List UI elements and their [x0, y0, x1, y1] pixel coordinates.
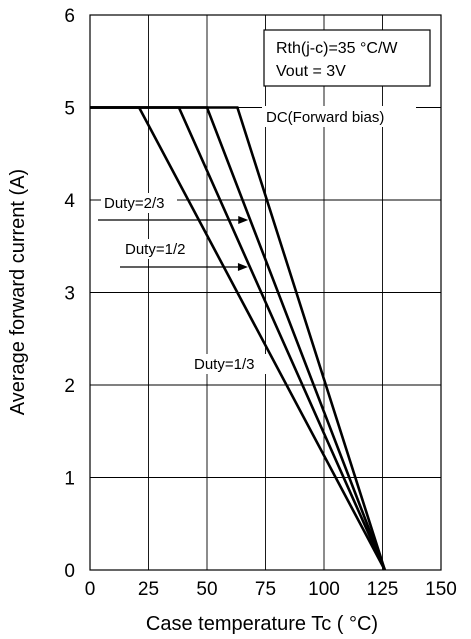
y-tick-label: 0 — [64, 561, 75, 582]
label-duty-1-3: Duty=1/3 — [194, 356, 254, 373]
x-tick-label: 25 — [138, 579, 159, 600]
x-axis-label: Case temperature Tc ( °C) — [146, 613, 378, 635]
grid — [90, 15, 441, 570]
x-tick-label: 0 — [85, 579, 96, 600]
y-axis-label: Average forward current (A) — [7, 169, 29, 415]
y-tick-label: 4 — [64, 191, 75, 212]
x-tick-label: 100 — [308, 579, 340, 600]
series-duty-1-3 — [90, 106, 386, 571]
tick-labels: 0 25 50 75 100 125 150 0 1 2 3 4 5 6 — [64, 6, 456, 600]
series-duty-2-3 — [90, 106, 387, 571]
dc-label-bg — [262, 106, 416, 127]
label-duty-1-2: Duty=1/2 — [125, 241, 185, 258]
series-dc-forward-bias — [90, 106, 387, 571]
annotation-vout: Vout = 3V — [276, 63, 346, 80]
y-tick-label: 5 — [64, 99, 75, 120]
y-tick-label: 3 — [64, 284, 75, 305]
x-tick-label: 75 — [255, 579, 276, 600]
y-tick-label: 6 — [64, 6, 75, 27]
arrow-duty-1-2 — [120, 263, 248, 271]
y-tick-label: 2 — [64, 376, 75, 397]
duty-13-label-bg — [191, 354, 267, 374]
x-tick-label: 50 — [196, 579, 217, 600]
y-tick-label: 1 — [64, 469, 75, 490]
annotation-box — [263, 29, 431, 87]
duty-12-label-bg — [122, 239, 198, 259]
duty-23-label-bg — [101, 193, 177, 213]
series-duty-1-2 — [90, 106, 386, 571]
x-tick-label: 150 — [425, 579, 457, 600]
x-tick-label: 125 — [367, 579, 399, 600]
label-duty-2-3: Duty=2/3 — [104, 195, 164, 212]
label-dc-forward-bias: DC(Forward bias) — [266, 109, 384, 126]
label-arrows — [98, 216, 249, 271]
plot-frame — [89, 14, 442, 571]
series-lines — [90, 106, 387, 571]
annotation-rth: Rth(j-c)=35 °C/W — [276, 40, 398, 57]
arrow-duty-2-3 — [98, 216, 249, 224]
